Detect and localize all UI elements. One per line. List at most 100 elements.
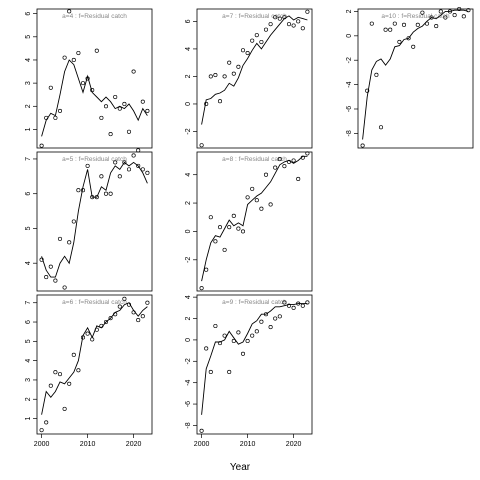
data-point	[48, 85, 53, 90]
panel-4: a=7 : f=Residual catch -2 0 2 4 6	[185, 8, 313, 149]
panel-5: a=8 : f=Residual catch -2 0 2 4	[185, 151, 313, 292]
data-point	[268, 22, 273, 27]
y-tick-label: 4	[185, 173, 192, 177]
data-point	[236, 64, 241, 69]
y-tick-label: 0	[185, 229, 192, 233]
data-point	[140, 167, 145, 172]
data-point	[204, 346, 209, 351]
data-point	[296, 176, 301, 181]
data-point	[240, 229, 246, 234]
data-point	[300, 303, 305, 308]
x-tick-label: 2000	[34, 441, 50, 448]
y-tick-label: -4	[185, 379, 192, 385]
data-point	[411, 44, 416, 49]
data-point	[397, 39, 402, 44]
series-line	[362, 9, 469, 140]
y-tick-label: 5	[25, 226, 32, 230]
panel-6: a=9 : f=Residual catch -8 -6 -4 -2 0 2 4 2000 201…	[185, 294, 313, 448]
data-point	[286, 303, 292, 308]
data-point	[67, 240, 72, 245]
data-point	[222, 333, 227, 338]
data-point	[94, 48, 99, 53]
data-point	[360, 143, 365, 148]
panel-title: a=7 : f=Residual catch	[222, 13, 287, 20]
data-point	[108, 191, 113, 196]
data-point	[245, 195, 250, 200]
y-tick-label: 2	[185, 316, 192, 320]
data-point	[122, 160, 127, 165]
data-point	[62, 55, 67, 60]
data-point	[374, 72, 379, 77]
data-point	[217, 225, 223, 230]
y-tick-label: 4	[185, 47, 192, 51]
data-point	[438, 9, 443, 14]
panel-title: a=5 : f=Residual catch	[62, 156, 127, 163]
data-point	[461, 14, 466, 19]
data-point	[117, 174, 122, 179]
x-tick-label: 2010	[80, 441, 96, 448]
data-point	[254, 329, 259, 334]
data-point	[443, 15, 448, 20]
data-point	[62, 406, 67, 411]
data-point	[99, 174, 104, 179]
data-point	[103, 191, 109, 196]
data-point	[131, 153, 136, 158]
data-point	[434, 24, 439, 29]
series-line	[41, 59, 148, 137]
data-point	[369, 21, 374, 26]
data-point	[145, 108, 150, 113]
data-point	[388, 27, 393, 32]
y-tick-label: 7	[25, 157, 32, 161]
data-point	[300, 26, 305, 31]
data-point	[213, 73, 218, 78]
series-line	[41, 302, 148, 415]
data-point	[208, 74, 213, 79]
x-tick-label: 2000	[194, 441, 210, 448]
y-tick-label: -2	[185, 128, 192, 134]
data-point	[126, 129, 132, 134]
data-point	[415, 22, 420, 27]
x-tick-label: 2020	[126, 441, 142, 448]
panel-title: a=6 : f=Residual catch	[62, 299, 127, 306]
y-tick-label: 2	[185, 201, 192, 205]
data-point	[53, 278, 58, 283]
y-tick-label: -2	[346, 57, 353, 63]
series-line	[41, 161, 148, 278]
plot-frame	[357, 8, 474, 149]
data-point	[103, 104, 109, 109]
data-point	[392, 21, 397, 26]
plot-frame	[36, 294, 153, 435]
plot-frame	[196, 8, 313, 149]
data-point	[85, 163, 90, 168]
data-point	[85, 331, 90, 336]
data-point	[250, 333, 255, 338]
data-point	[53, 115, 58, 120]
y-tick-label: 2	[25, 104, 32, 108]
data-point	[136, 163, 141, 168]
panel-title: a=8 : f=Residual catch	[222, 156, 287, 163]
data-point	[305, 9, 310, 14]
data-point	[365, 88, 370, 93]
data-point	[406, 36, 411, 41]
data-point	[71, 352, 76, 357]
data-point	[145, 300, 150, 305]
data-point	[208, 215, 213, 220]
data-point	[48, 383, 53, 388]
data-point	[131, 69, 136, 74]
data-point	[277, 16, 282, 21]
panel-3: a=6 : f=Residual catch 1 2 3 4 5 6 7 2000 2010 202…	[25, 294, 153, 448]
data-point	[136, 318, 141, 323]
data-point	[62, 285, 67, 290]
data-point	[291, 305, 296, 310]
series-line	[201, 303, 308, 415]
data-point	[240, 48, 246, 53]
data-point	[250, 186, 255, 191]
data-point	[67, 9, 72, 14]
plot-frame	[36, 151, 153, 292]
y-tick-label: 2	[185, 74, 192, 78]
data-point	[117, 304, 122, 309]
y-tick-label: 2	[346, 9, 353, 13]
y-tick-label: 4	[25, 261, 32, 265]
data-point	[277, 314, 282, 319]
